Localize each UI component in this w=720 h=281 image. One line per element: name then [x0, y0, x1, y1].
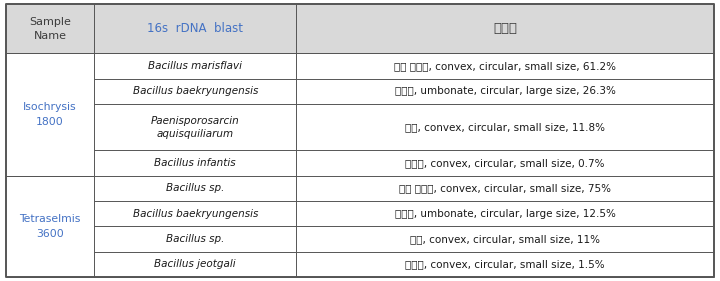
Text: Tetraselmis
3600: Tetraselmis 3600 [19, 214, 81, 239]
Text: Bacillus marisflavi: Bacillus marisflavi [148, 61, 242, 71]
Bar [6, 4, 94, 53]
Bar [6, 53, 94, 176]
Text: Bacillus jeotgali: Bacillus jeotgali [155, 259, 236, 269]
Text: 형태학: 형태학 [493, 22, 517, 35]
Bar [296, 4, 714, 53]
Bar [94, 226, 296, 251]
Bar [94, 251, 296, 277]
Bar [296, 201, 714, 226]
Text: 16s  rDNA  blast: 16s rDNA blast [148, 22, 243, 35]
Bar [296, 53, 714, 79]
Text: Bacillus sp.: Bacillus sp. [166, 183, 225, 193]
Text: Bacillus baekryungensis: Bacillus baekryungensis [132, 86, 258, 96]
Text: 분홍색, convex, circular, small size, 0.7%: 분홍색, convex, circular, small size, 0.7% [405, 158, 605, 168]
Bar [94, 201, 296, 226]
Bar [94, 150, 296, 176]
Bar [94, 79, 296, 104]
Bar [94, 53, 296, 79]
Text: Bacillus baekryungensis: Bacillus baekryungensis [132, 209, 258, 219]
Bar [6, 176, 94, 277]
Text: 흔색, convex, circular, small size, 11%: 흔색, convex, circular, small size, 11% [410, 234, 600, 244]
Bar [296, 226, 714, 251]
Text: 연한 노란색, convex, circular, small size, 61.2%: 연한 노란색, convex, circular, small size, 61… [395, 61, 616, 71]
Text: 노란색, umbonate, circular, large size, 12.5%: 노란색, umbonate, circular, large size, 12.… [395, 209, 616, 219]
Bar [296, 104, 714, 150]
Bar [296, 251, 714, 277]
Bar [94, 176, 296, 201]
Bar [296, 150, 714, 176]
Text: Paenisporosarcin
aquisquiliarum: Paenisporosarcin aquisquiliarum [151, 115, 240, 139]
Text: Bacillus sp.: Bacillus sp. [166, 234, 225, 244]
Bar [296, 176, 714, 201]
Bar [94, 104, 296, 150]
Text: Isochrysis
1800: Isochrysis 1800 [23, 102, 77, 127]
Text: Bacillus infantis: Bacillus infantis [155, 158, 236, 168]
Text: Sample
Name: Sample Name [29, 17, 71, 41]
Text: 흔색, convex, circular, small size, 11.8%: 흔색, convex, circular, small size, 11.8% [405, 122, 606, 132]
Text: 분홍색, convex, circular, small size, 1.5%: 분홍색, convex, circular, small size, 1.5% [405, 259, 605, 269]
Bar [296, 79, 714, 104]
Bar [94, 4, 296, 53]
Text: 연한 노란색, convex, circular, small size, 75%: 연한 노란색, convex, circular, small size, 75… [399, 183, 611, 193]
Text: 노란색, umbonate, circular, large size, 26.3%: 노란색, umbonate, circular, large size, 26.… [395, 86, 616, 96]
